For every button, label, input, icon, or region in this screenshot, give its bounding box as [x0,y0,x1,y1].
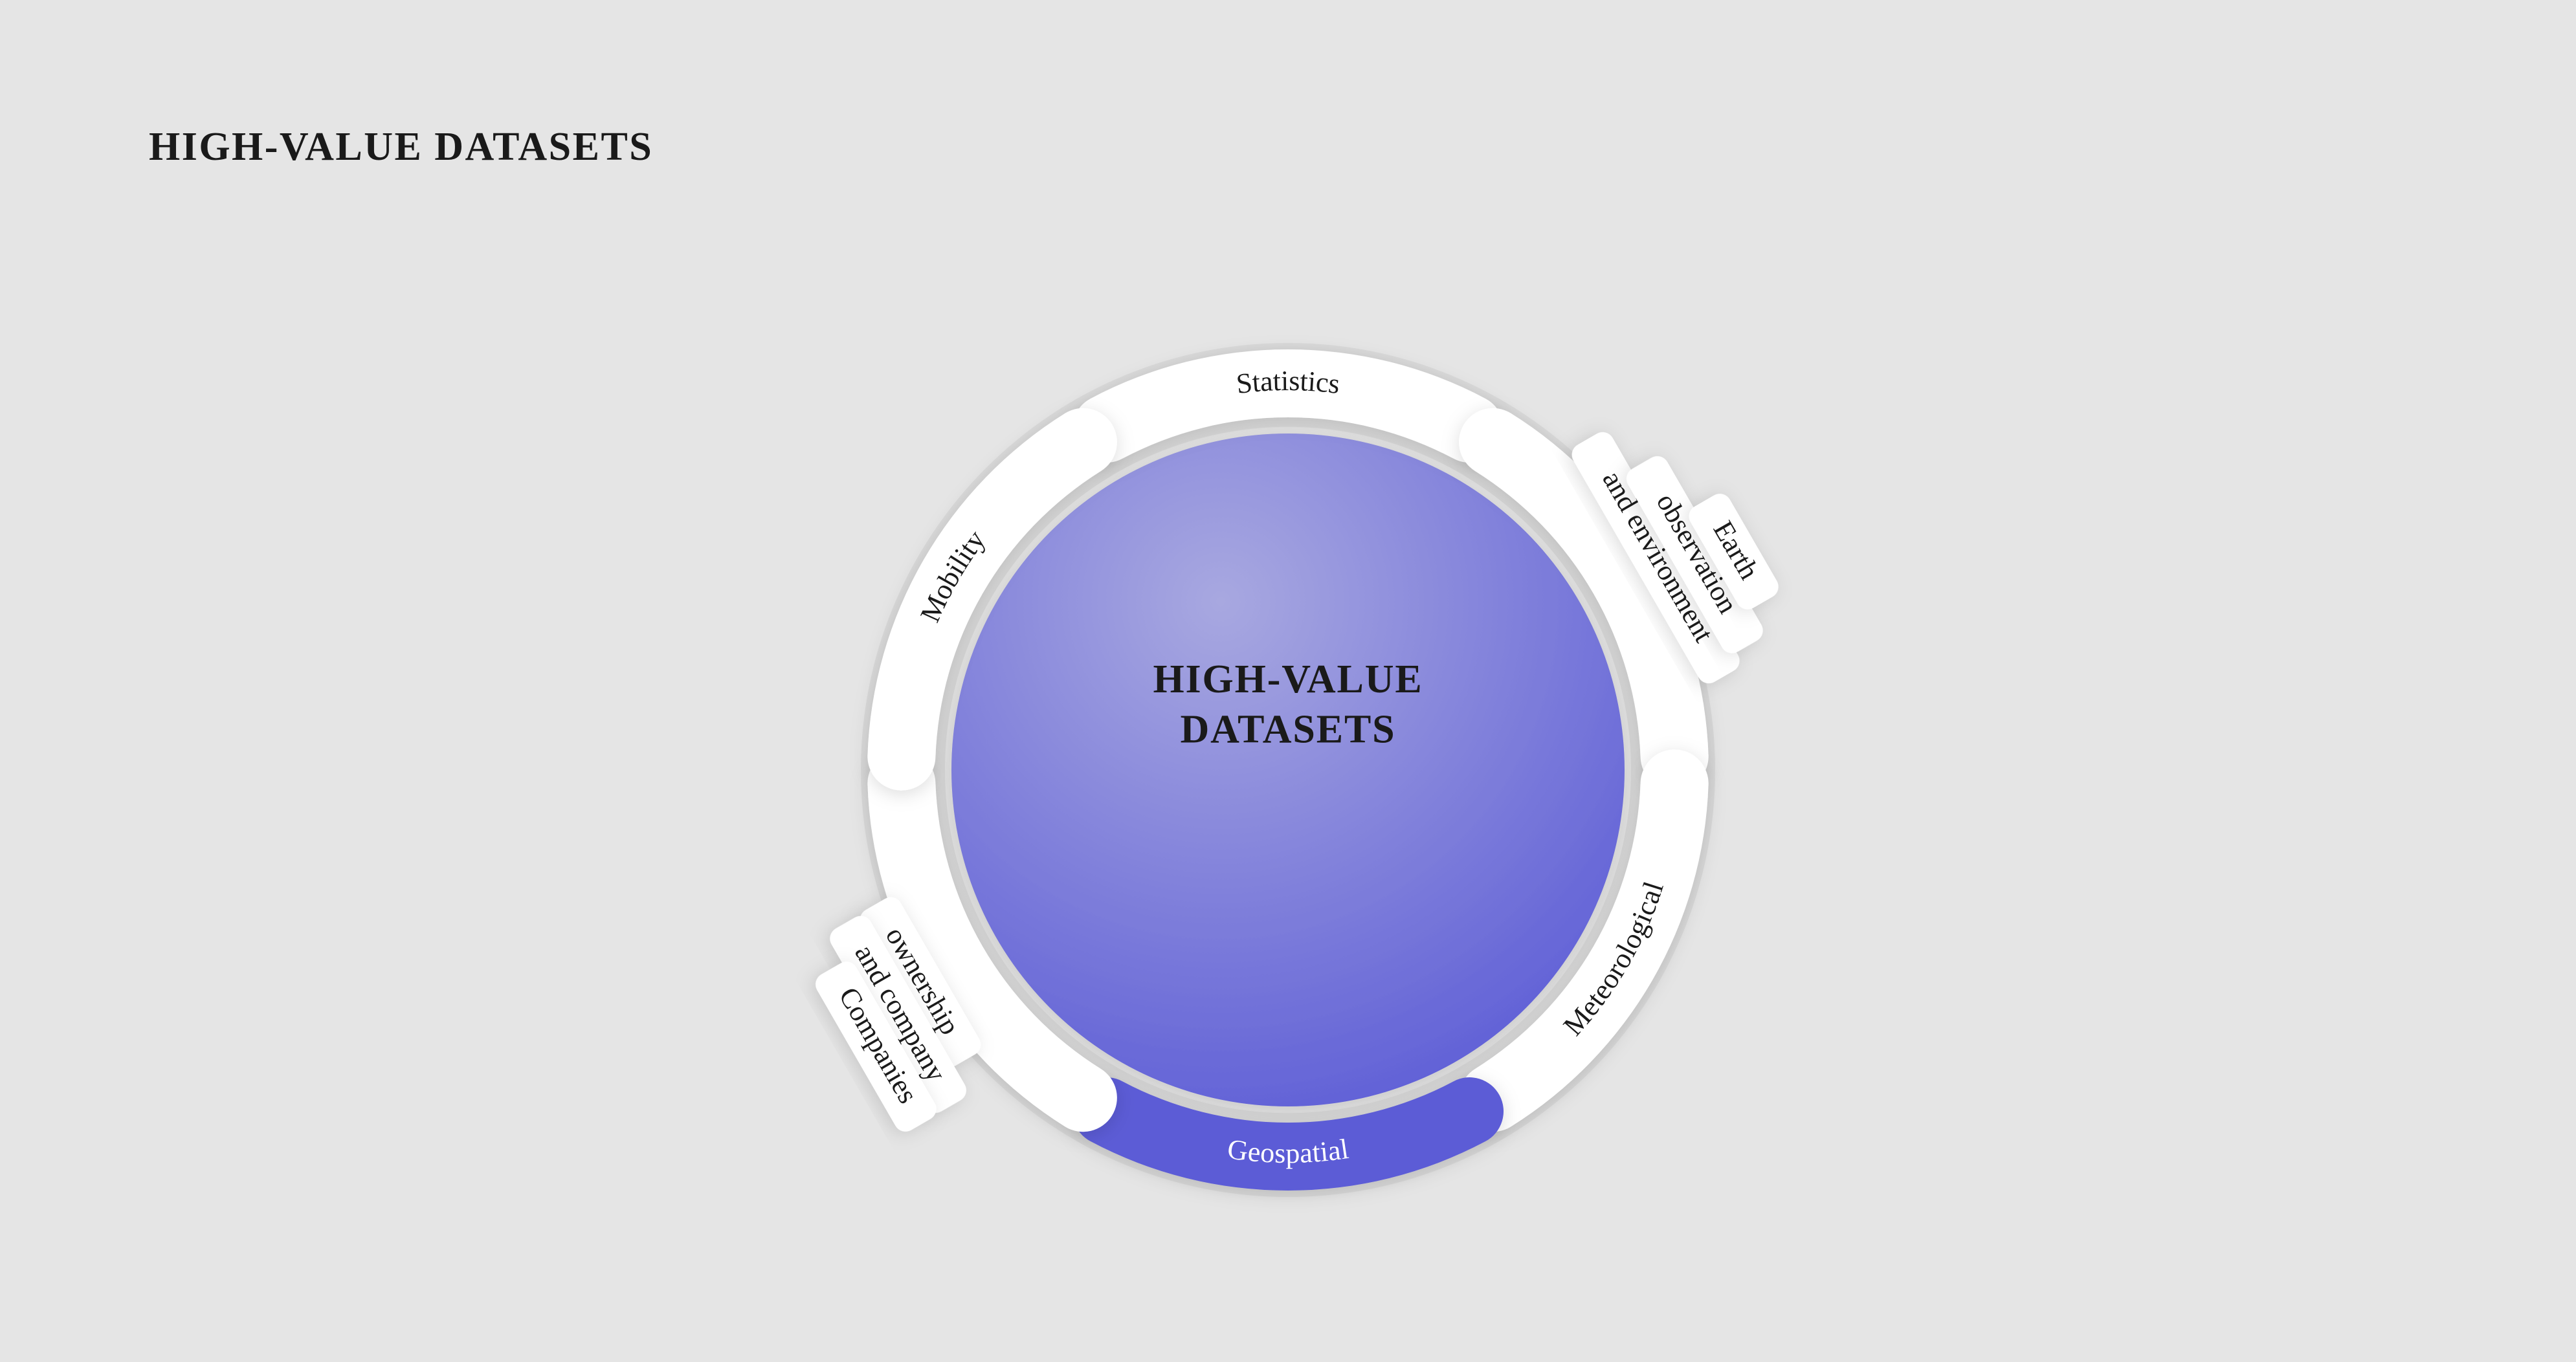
inner-label-line2: DATASETS [1180,708,1395,752]
segment-statistics-label: Statistics [1234,365,1341,400]
inner-label-line1: HIGH-VALUE [1153,657,1423,701]
inner-circle [951,434,1625,1106]
canvas-svg: HIGH-VALUE DATASETS HIGH-VALUE DATASETS Sta… [0,0,2576,1362]
page-title-text: HIGH-VALUE DATASETS [149,125,653,169]
hvd-radial-diagram: HIGH-VALUE DATASETS HIGH-VALUE DATASETS Sta… [0,0,2576,1362]
segment-geospatial-label: Geospatial [1226,1133,1351,1169]
